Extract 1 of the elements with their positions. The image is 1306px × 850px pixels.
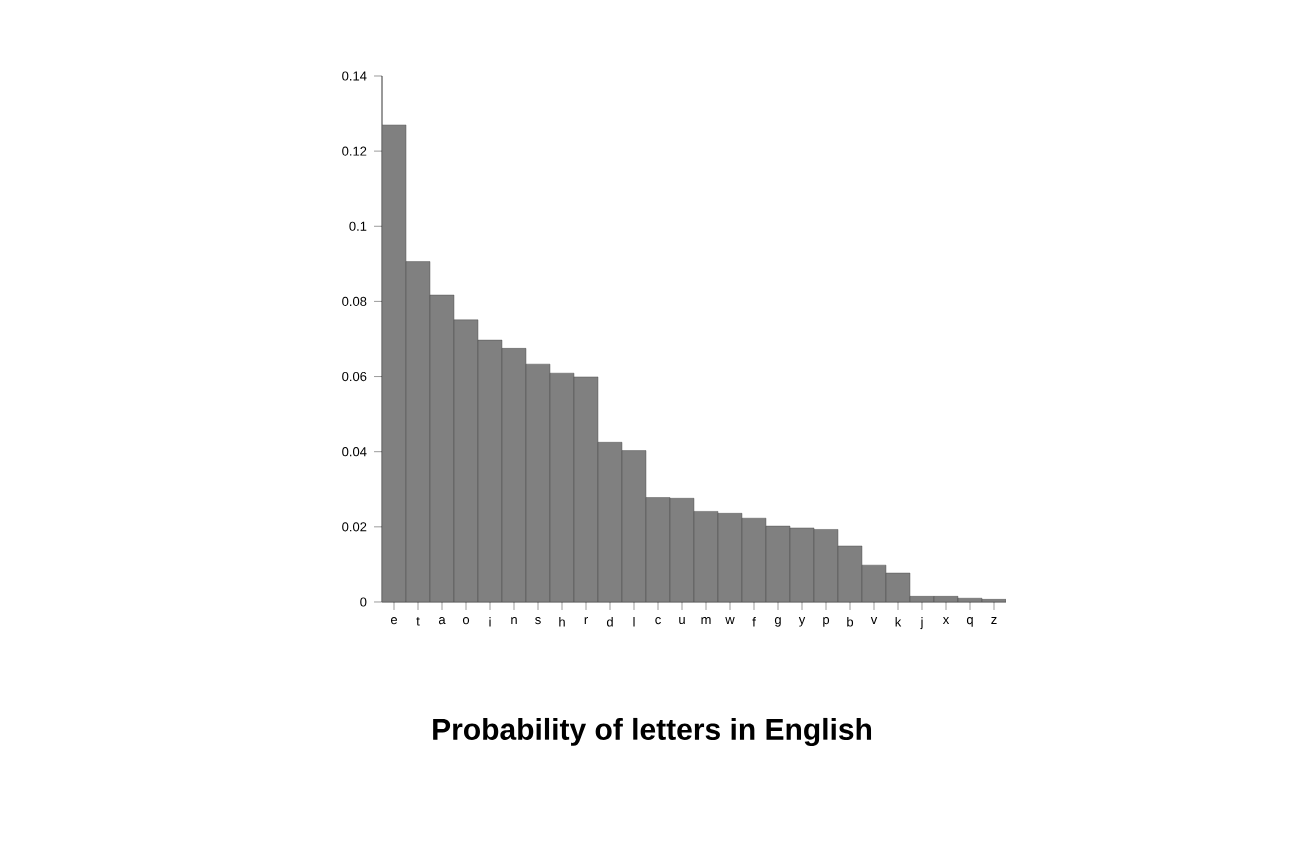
text: Probability of letters in English (433, 717, 872, 747)
